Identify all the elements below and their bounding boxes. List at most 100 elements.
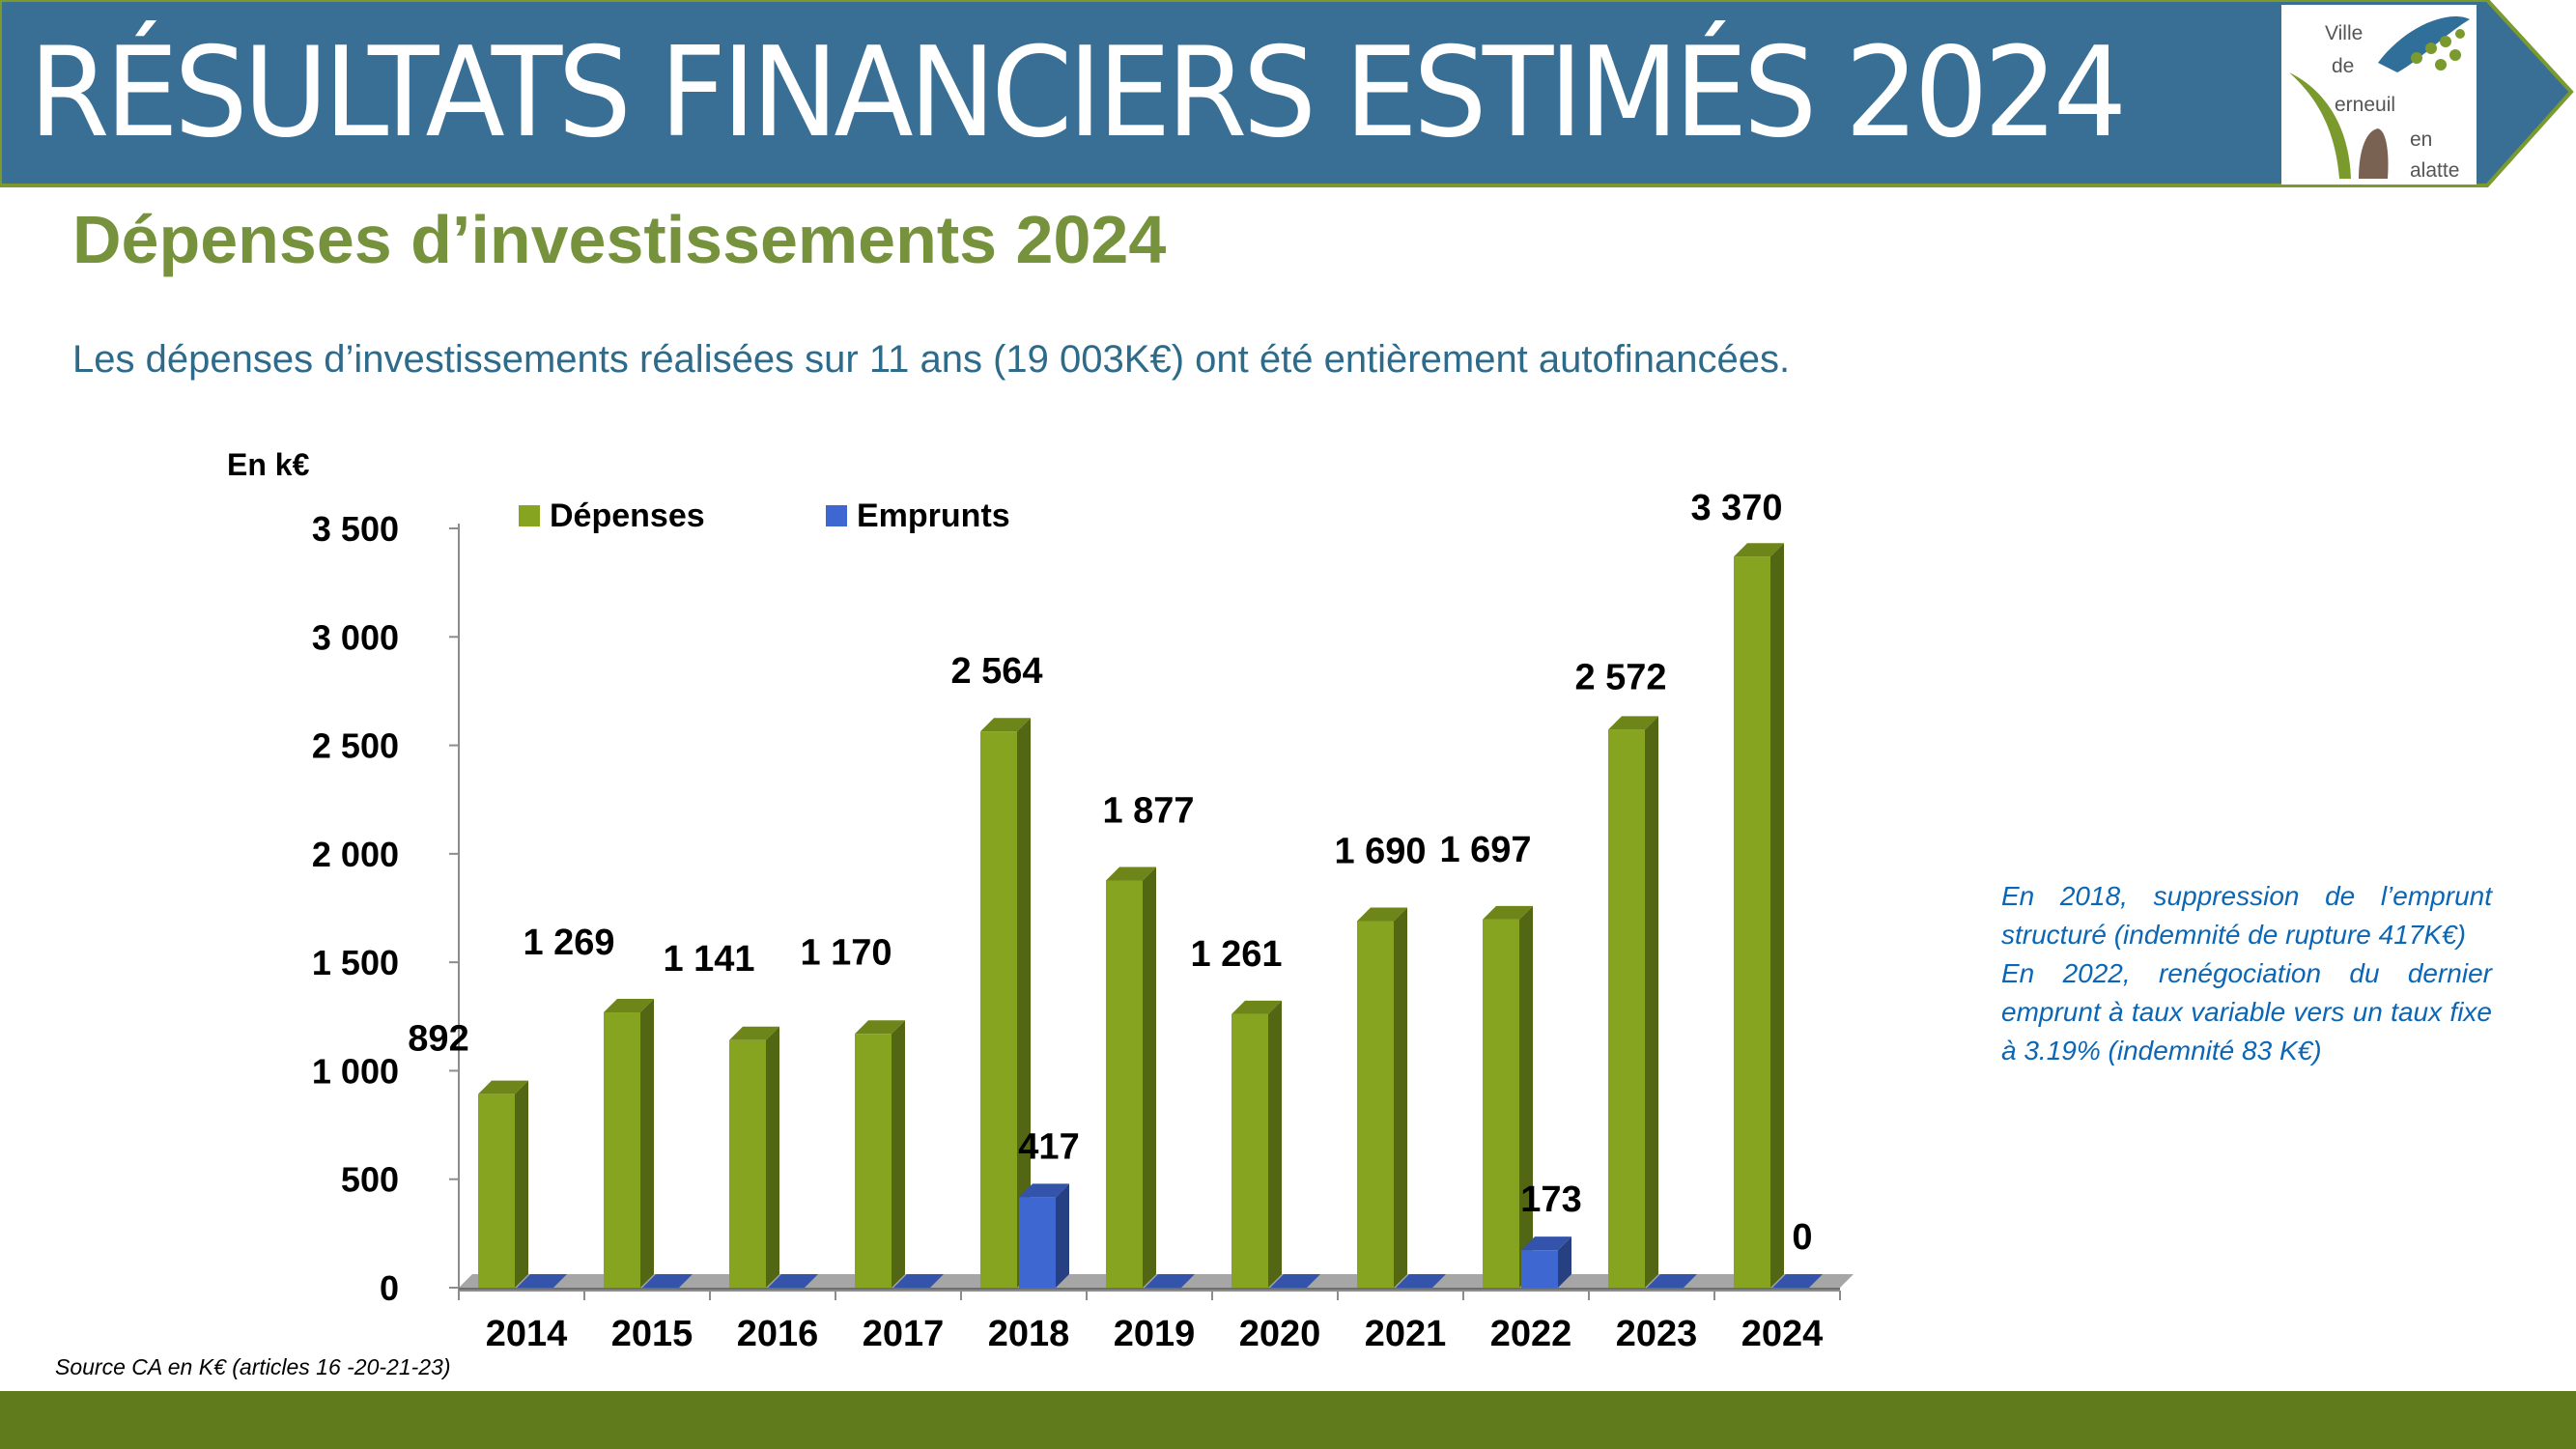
note-line-2018: En 2018, suppression de l’emprunt struct…	[2001, 881, 2492, 950]
town-logo: Ville de erneuil en alatte	[2281, 5, 2477, 185]
depenses-data-label: 1 697	[1439, 830, 1531, 870]
depenses-data-label: 2 564	[950, 651, 1042, 692]
emprunts-bar	[1019, 1197, 1056, 1288]
depenses-bar-side	[892, 1020, 905, 1288]
y-tick-label: 0	[380, 1268, 399, 1308]
depenses-data-label: 1 141	[663, 939, 754, 980]
depenses-bar-top	[604, 999, 654, 1013]
depenses-bar-side	[1017, 718, 1031, 1288]
logo-text-en: en	[2410, 128, 2433, 151]
y-tick-label: 1 000	[312, 1051, 399, 1091]
depenses-bar-side	[1519, 905, 1533, 1288]
page-title: RÉSULTATS FINANCIERS ESTIMÉS 2024	[29, 21, 2127, 165]
note-line-2022: En 2022, renégociation du dernier emprun…	[2001, 958, 2492, 1065]
depenses-bar-top	[1231, 1000, 1282, 1014]
y-tick-label: 500	[341, 1160, 399, 1200]
depenses-bar-top	[729, 1026, 779, 1040]
y-tick-label: 2 000	[312, 835, 399, 874]
emprunts-bar-top	[1270, 1274, 1320, 1288]
depenses-bar-top	[1483, 905, 1533, 920]
depenses-data-label: 1 170	[800, 932, 892, 973]
x-tick-label: 2023	[1616, 1314, 1698, 1354]
footer-bar	[0, 1391, 2576, 1449]
y-tick-label: 2 500	[312, 726, 399, 766]
x-tick-label: 2014	[486, 1314, 568, 1354]
logo-text-alatte: alatte	[2410, 159, 2460, 182]
depenses-bar	[1483, 919, 1519, 1288]
depenses-data-label: 892	[408, 1019, 468, 1060]
depenses-bar	[1608, 729, 1645, 1288]
logo-text-erneuil: erneuil	[2335, 94, 2396, 116]
legend-swatch-depenses	[519, 505, 540, 526]
depenses-bar-side	[515, 1080, 528, 1288]
emprunts-bar-top	[1019, 1183, 1069, 1198]
depenses-bar	[855, 1034, 892, 1288]
depenses-bar-side	[1268, 1000, 1282, 1288]
emprunts-data-label: 417	[1018, 1126, 1079, 1167]
emprunts-bar-side	[1056, 1183, 1069, 1288]
depenses-bar-top	[1357, 907, 1407, 922]
annotation-note: En 2018, suppression de l’emprunt struct…	[2001, 877, 2492, 1070]
emprunts-data-label: 0	[1792, 1217, 1812, 1258]
depenses-bar-top	[1106, 867, 1156, 881]
emprunts-bar-top	[893, 1274, 944, 1288]
emprunts-bar-top	[1145, 1274, 1195, 1288]
depenses-data-label: 1 877	[1102, 790, 1194, 831]
depenses-data-label: 1 690	[1334, 831, 1426, 871]
x-tick-label: 2017	[863, 1314, 945, 1354]
depenses-bar	[478, 1094, 515, 1288]
x-tick-label: 2024	[1741, 1314, 1824, 1354]
depenses-bar-top	[855, 1020, 905, 1035]
emprunts-bar-top	[642, 1274, 693, 1288]
x-tick-label: 2018	[988, 1314, 1070, 1354]
legend-label-emprunts: Emprunts	[857, 497, 1010, 534]
depenses-data-label: 2 572	[1574, 657, 1666, 697]
depenses-bar	[729, 1039, 766, 1288]
depenses-data-label: 3 370	[1690, 488, 1782, 528]
section-subtitle: Dépenses d’investissements 2024	[72, 202, 1167, 277]
depenses-data-label: 1 269	[523, 923, 614, 963]
x-tick-label: 2021	[1365, 1314, 1447, 1354]
depenses-bar-side	[1394, 907, 1407, 1288]
depenses-bar-top	[1608, 716, 1658, 730]
depenses-bar-side	[1770, 543, 1784, 1288]
emprunts-data-label: 173	[1520, 1179, 1581, 1220]
x-tick-label: 2020	[1239, 1314, 1321, 1354]
emprunts-bar-top	[517, 1274, 567, 1288]
depenses-bar	[1231, 1013, 1268, 1288]
emprunts-bar-top	[1396, 1274, 1446, 1288]
emprunts-bar-top	[1521, 1236, 1571, 1251]
emprunts-bar-top	[768, 1274, 818, 1288]
emprunts-bar-top	[1647, 1274, 1697, 1288]
depenses-bar-top	[980, 718, 1031, 732]
logo-text-de: de	[2332, 55, 2355, 77]
depenses-bar	[980, 731, 1017, 1288]
y-tick-label: 3 500	[312, 509, 399, 549]
depenses-bar-top	[1734, 543, 1784, 557]
depenses-bar	[1357, 921, 1394, 1288]
depenses-bar-top	[478, 1080, 528, 1094]
emprunts-bar-side	[1558, 1236, 1571, 1288]
legend-swatch-emprunts	[826, 505, 847, 526]
header-band	[0, 0, 2574, 187]
y-tick-label: 1 500	[312, 943, 399, 982]
x-tick-label: 2019	[1114, 1314, 1196, 1354]
depenses-bar-side	[1143, 867, 1156, 1288]
depenses-bar	[1106, 880, 1143, 1288]
depenses-data-label: 1 261	[1190, 934, 1282, 975]
logo-leaf-icon	[2289, 16, 2470, 179]
emprunts-bar-top	[1772, 1274, 1823, 1288]
logo-text-ville: Ville	[2325, 22, 2364, 44]
investment-chart: 0 500 1 000 1 500 2 000 2 500 3 000 3 500 2014 20…	[312, 488, 1854, 1354]
source-note: Source CA en K€ (articles 16 -20-21-23)	[55, 1354, 451, 1379]
depenses-bar	[1734, 556, 1770, 1288]
depenses-bar-side	[640, 999, 654, 1288]
x-tick-label: 2022	[1490, 1314, 1572, 1354]
x-tick-label: 2016	[737, 1314, 819, 1354]
intro-text: Les dépenses d’investissements réalisées…	[72, 338, 1791, 381]
unit-label: En k€	[227, 447, 310, 482]
legend-label-depenses: Dépenses	[550, 497, 705, 534]
x-tick-label: 2015	[611, 1314, 694, 1354]
depenses-bar-side	[1645, 716, 1658, 1288]
y-tick-label: 3 000	[312, 617, 399, 657]
